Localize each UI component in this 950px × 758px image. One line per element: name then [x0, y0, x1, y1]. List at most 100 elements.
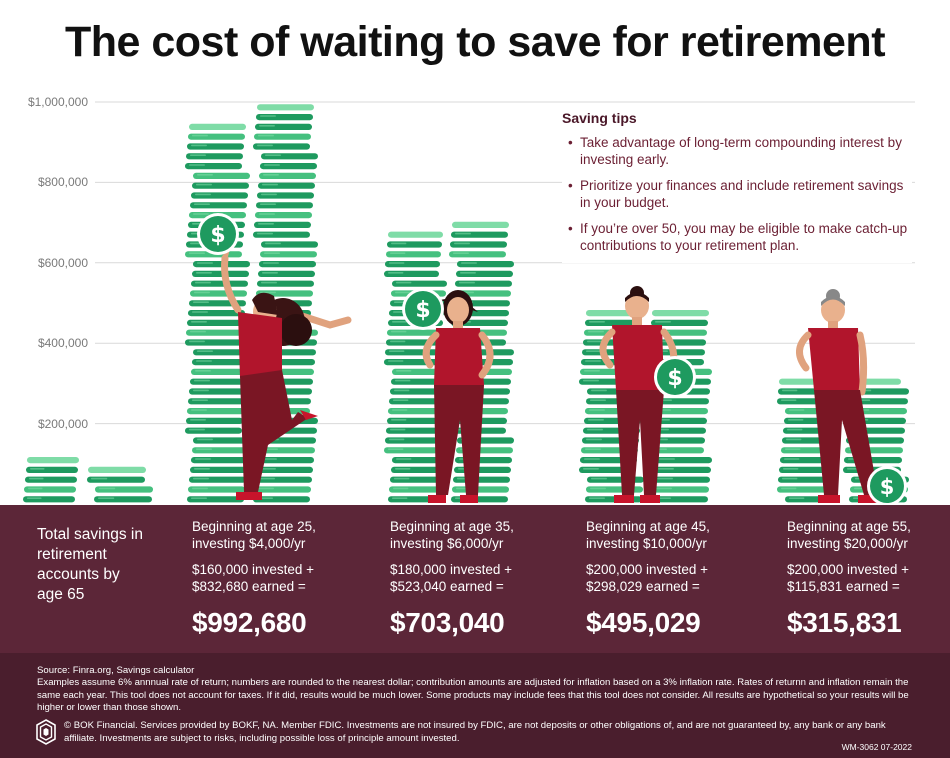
coin [253, 231, 310, 238]
coin-highlight [196, 183, 212, 186]
scenario-breakdown: $200,000 invested + $298,029 earned = [586, 562, 708, 594]
coin [386, 427, 441, 434]
coin-highlight [194, 379, 210, 382]
coin-highlight [788, 419, 804, 421]
coin [457, 261, 514, 268]
coin [453, 476, 510, 483]
coin [451, 496, 508, 503]
coin-highlight [396, 370, 412, 372]
coin [385, 349, 440, 356]
coin-highlight [393, 399, 409, 401]
coin-highlight [395, 291, 411, 294]
coin [257, 280, 314, 287]
coin [257, 104, 314, 111]
legal-disclaimer: © BOK Financial. Services provided by BO… [64, 720, 886, 744]
coin-highlight [591, 477, 607, 480]
coin [259, 261, 316, 268]
coin [187, 143, 244, 150]
coin-highlight [194, 203, 210, 205]
coin-highlight [193, 477, 209, 480]
coin-highlight [264, 252, 280, 254]
total-savings-label: Total savings in retirement accounts by … [37, 526, 143, 603]
coin [254, 221, 311, 228]
coin-highlight [396, 281, 412, 284]
coin [186, 153, 243, 160]
coin [188, 398, 245, 405]
scenario-age-55: Beginning at age 55, investing $20,000/yr… [787, 518, 950, 639]
coin [454, 466, 511, 473]
coin-highlight [260, 115, 276, 117]
scenario-age-45: Beginning at age 45, investing $10,000/yr… [586, 518, 756, 639]
coin [449, 251, 506, 258]
coin [23, 496, 75, 503]
coin [191, 192, 248, 199]
tip-item: Prioritize your finances and include ret… [562, 177, 912, 211]
coin-highlight [590, 487, 606, 490]
coin [191, 457, 248, 464]
coin [190, 466, 247, 473]
coin [388, 231, 443, 238]
y-tick-label: $200,000 [37, 416, 88, 431]
coin-highlight [590, 399, 606, 401]
coin-highlight [589, 409, 605, 411]
coin-highlight [259, 477, 275, 480]
coin-highlight [197, 350, 213, 352]
coin-highlight [588, 330, 604, 333]
coin [261, 153, 318, 160]
coin [256, 114, 313, 121]
coin-highlight [195, 370, 211, 372]
scenario-age-25: Beginning at age 25, investing $4,000/yr … [192, 518, 362, 639]
coin-highlight [589, 497, 605, 499]
coin [189, 476, 246, 483]
tip-item: Take advantage of long-term compounding … [562, 134, 912, 168]
coin-highlight [193, 389, 209, 392]
assumptions-note: Examples assume 6% annnual rate of retur… [37, 677, 909, 713]
footer: Source: Finra.org, Savings calculator Ex… [0, 653, 950, 758]
coin-highlight [261, 193, 277, 196]
coin-highlight [259, 125, 275, 127]
dollar-coins: $ $ $ $ [197, 213, 907, 505]
coin-highlight [656, 487, 672, 490]
coin-highlight [98, 497, 115, 499]
bank-logo-icon [36, 719, 56, 745]
coin-highlight [588, 419, 604, 421]
coin [652, 486, 709, 493]
svg-text:$: $ [667, 366, 682, 391]
coin [253, 143, 310, 150]
coin-stack [87, 466, 153, 503]
coin-highlight [263, 174, 279, 176]
coin-highlight [388, 448, 404, 450]
coin-highlight [396, 458, 412, 460]
coin [255, 476, 312, 483]
coin [254, 486, 311, 493]
coin [187, 319, 244, 326]
coin-highlight [195, 458, 211, 460]
coin [189, 123, 246, 130]
coin-highlight [394, 389, 410, 392]
coin-highlight [190, 154, 206, 156]
coin [844, 457, 902, 464]
coin-highlight [782, 389, 798, 392]
coin-highlight [658, 468, 674, 470]
document-id: WM-3062 07-2022 [841, 742, 912, 752]
coin-highlight [196, 360, 212, 362]
coin-highlight [587, 428, 603, 431]
coin [256, 466, 313, 473]
coin-highlight [454, 242, 470, 245]
coin [655, 457, 712, 464]
saving-tips: Saving tips Take advantage of long-term … [562, 110, 912, 263]
woman-figure-2 [422, 290, 494, 503]
scenario-breakdown: $180,000 invested + $523,040 earned = [390, 562, 512, 594]
coin-highlight [189, 164, 205, 166]
dollar-coin-icon: $ [867, 466, 907, 505]
coin [186, 417, 243, 424]
coin-highlight [197, 262, 213, 264]
woman-figure-4 [796, 289, 878, 503]
dollar-coin-icon: $ [654, 356, 696, 398]
coin-highlight [194, 291, 210, 294]
coin-highlight [260, 468, 276, 470]
coin-highlight [390, 252, 406, 254]
coin [450, 241, 507, 248]
coin-highlight [389, 262, 405, 264]
coin [192, 182, 249, 189]
